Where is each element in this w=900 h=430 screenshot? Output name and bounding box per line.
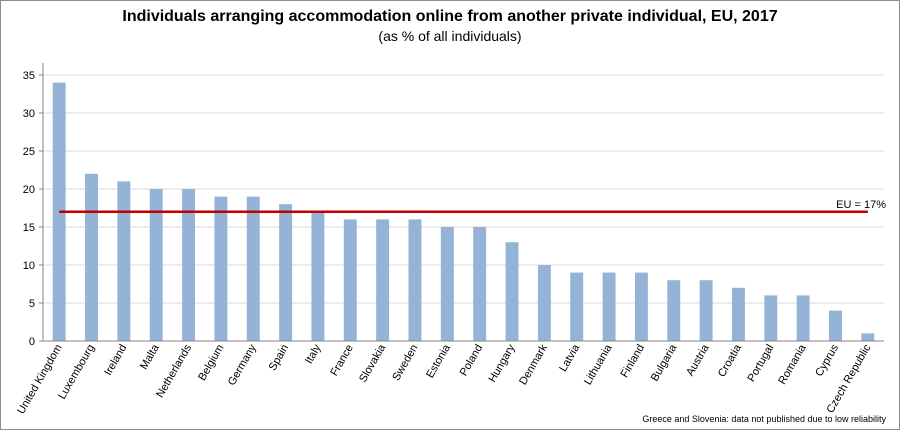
chart-subtitle: (as % of all individuals): [378, 28, 522, 44]
bar: [343, 219, 357, 341]
x-tick-label: Finland: [619, 343, 647, 380]
x-tick-label: Bulgaria: [649, 342, 680, 384]
bar: [85, 173, 98, 341]
bar: [667, 280, 681, 341]
x-tick-label: Belgium: [196, 343, 226, 383]
bar: [214, 196, 228, 341]
x-tick-label: Lithuania: [582, 342, 615, 387]
x-tick-label: Romania: [776, 342, 809, 387]
x-tick-label: Italy: [303, 342, 324, 366]
y-tick-label: 5: [29, 298, 35, 310]
bar: [634, 272, 648, 341]
x-tick-label: Spain: [267, 343, 291, 373]
chart-title: Individuals arranging accommodation onli…: [122, 8, 778, 25]
x-tick-label: Germany: [226, 342, 259, 388]
x-tick-label: Poland: [458, 343, 486, 379]
bar: [829, 310, 842, 341]
bar: [408, 219, 422, 341]
x-tick-label: Ireland: [102, 343, 129, 378]
bar: [52, 82, 66, 341]
y-tick-labels: 0 5 10 15 20 25 30 35: [23, 70, 35, 348]
x-tick-label: Hungary: [486, 342, 517, 384]
bar: [376, 219, 390, 341]
x-tick-label: Malta: [138, 342, 162, 372]
bar: [440, 227, 454, 341]
x-tick-label: United Kingdom: [15, 343, 65, 417]
x-tick-label: Denmark: [517, 342, 550, 387]
bar: [570, 272, 584, 341]
y-tick-label: 35: [23, 70, 35, 82]
eu-average-label: EU = 17%: [836, 199, 886, 211]
x-tick-label: Portugal: [746, 343, 777, 384]
gridlines: [39, 74, 884, 342]
eu-reference: EU = 17%: [59, 199, 886, 214]
bar: [796, 295, 810, 341]
x-tick-label: Estonia: [424, 342, 453, 381]
x-tick-label: Austria: [684, 342, 712, 378]
y-tick-label: 15: [23, 222, 35, 234]
x-tick-label: Cyprus: [813, 342, 841, 379]
bar: [149, 189, 163, 341]
bar: [246, 196, 260, 341]
footnote: Greece and Slovenia: data not published …: [642, 414, 886, 424]
bar: [699, 280, 713, 341]
bar: [861, 333, 875, 341]
bar: [731, 287, 745, 341]
axes: [42, 63, 884, 342]
x-tick-label: Latvia: [557, 342, 583, 374]
bar: [764, 295, 778, 341]
y-tick-label: 25: [23, 146, 35, 158]
bar: [182, 189, 196, 341]
bar: [602, 272, 616, 341]
x-tick-label: Sweden: [390, 343, 420, 383]
bars: [52, 82, 875, 341]
y-tick-label: 20: [23, 184, 35, 196]
bar: [311, 211, 325, 341]
bar: [505, 242, 519, 341]
bar: [537, 265, 551, 341]
x-tick-label: Slovakia: [357, 342, 389, 385]
y-tick-label: 30: [23, 108, 35, 120]
y-tick-label: 0: [29, 336, 35, 348]
bar: [117, 181, 131, 341]
x-tick-label: Croatia: [716, 342, 745, 379]
y-tick-label: 10: [23, 260, 35, 272]
bar: [473, 227, 487, 341]
bar: [279, 204, 293, 341]
x-tick-label: France: [328, 343, 356, 379]
